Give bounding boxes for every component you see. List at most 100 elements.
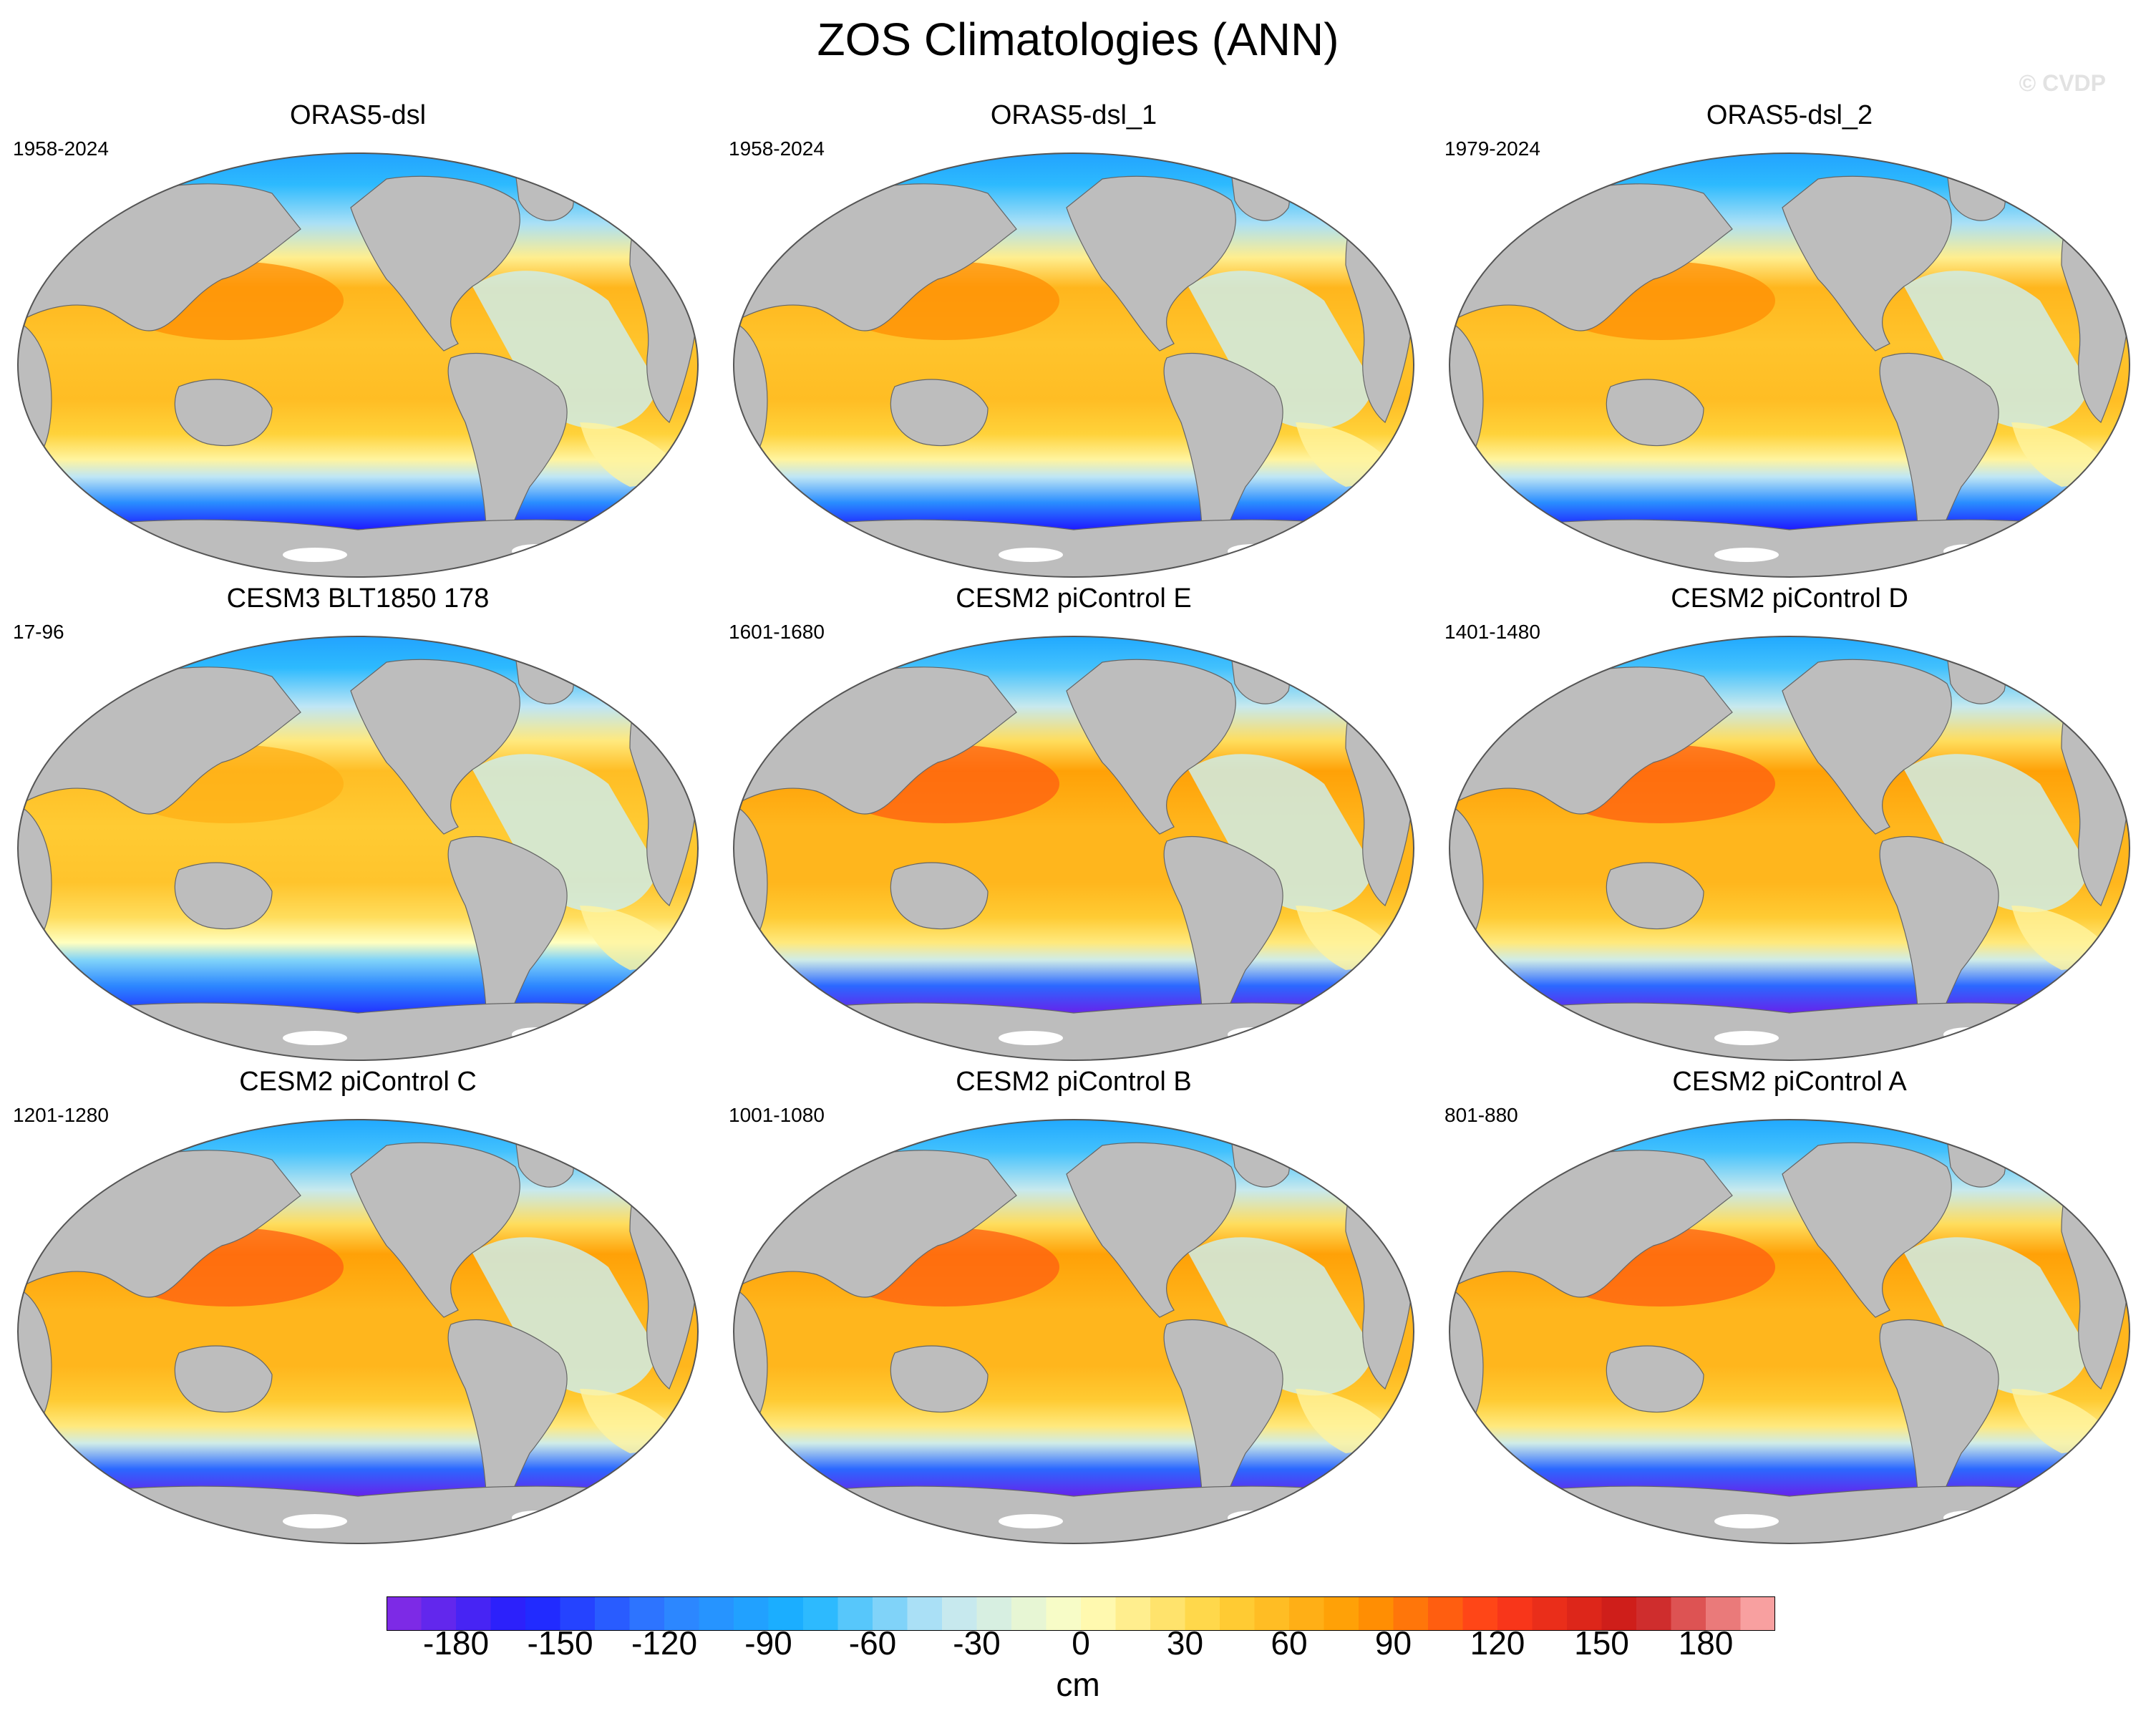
colorbar-box [1636,1596,1672,1631]
land-mass [1066,1142,1236,1318]
map-panel: CESM2 piControl E 1601-1680 [723,583,1424,1070]
colorbar [387,1596,1775,1631]
map-panel: CESM2 piControl A 801-880 [1439,1067,2140,1553]
atlantic-low [472,1237,659,1396]
land-mass [1163,352,1283,552]
map-panel: CESM3 BLT1850 178 17-96 [7,583,709,1070]
colorbar-box [1393,1596,1429,1631]
colorbar-box [1254,1596,1290,1631]
map-panel: ORAS5-dsl 1958-2024 [7,100,709,587]
colorbar-tick-label: 0 [1072,1624,1090,1662]
land-mass [1606,862,1704,930]
colorbar-box [1046,1596,1082,1631]
colorbar-box [1462,1596,1498,1631]
colorbar-box [1220,1596,1256,1631]
colorbar-box [525,1596,561,1631]
world-map [1449,152,2130,578]
map-panel: ORAS5-dsl_2 1979-2024 [1439,100,2140,587]
colorbar-box [976,1596,1012,1631]
world-map [1449,1119,2130,1544]
panel-period: 1958-2024 [729,137,825,160]
land-mass [1879,835,1999,1035]
colorbar-box [1359,1596,1394,1631]
colorbar-box [837,1596,873,1631]
atlantic-low [1188,754,1374,913]
atlantic-low [1188,271,1374,430]
panel-period: 17-96 [13,621,64,643]
colorbar-box [699,1596,734,1631]
colorbar-box [1150,1596,1186,1631]
colorbar-box [1324,1596,1359,1631]
panel-title: CESM2 piControl D [1671,583,1908,614]
atlantic-low [472,271,659,430]
colorbar-box [1428,1596,1464,1631]
colorbar-box [1532,1596,1568,1631]
colorbar-box [1740,1596,1775,1631]
land-mass [1606,379,1704,447]
panel-period: 1401-1480 [1444,621,1540,643]
land-mass [350,1142,520,1318]
panel-title: ORAS5-dsl_1 [990,100,1157,130]
colorbar-box [1289,1596,1325,1631]
colorbar-box [873,1596,908,1631]
panel-title: CESM2 piControl E [956,583,1192,614]
panel-period: 1958-2024 [13,137,109,160]
land-mass [890,1345,989,1413]
land-mass [1066,175,1236,352]
panel-period: 1201-1280 [13,1104,109,1126]
panel-period: 1001-1080 [729,1104,825,1126]
panel-period: 801-880 [1444,1104,1518,1126]
colorbar-tick-labels: -180 -150 -120 -90 -60 -30 0 30 60 90 120 150 180 [0,1624,2156,1667]
world-map [733,152,1414,578]
land-mass [447,1319,568,1518]
land-mass [174,862,273,930]
watermark: © CVDP [2019,70,2106,96]
land-mass [890,379,989,447]
land-mass [1066,659,1236,835]
colorbar-box [1671,1596,1706,1631]
colorbar-box [907,1596,943,1631]
land-mass [1782,175,1952,352]
colorbar-box [942,1596,978,1631]
land-mass [1782,659,1952,835]
colorbar-box [387,1596,422,1631]
world-map [733,636,1414,1061]
land-mass [1782,1142,1952,1318]
map-panel: CESM2 piControl B 1001-1080 [723,1067,1424,1553]
colorbar-tick-label: 30 [1166,1624,1204,1662]
colorbar-tick-label: 120 [1470,1624,1525,1662]
land-mass [1606,1345,1704,1413]
land-mass [174,1345,273,1413]
colorbar-tick-label: -30 [953,1624,1001,1662]
colorbar-box [1567,1596,1603,1631]
colorbar-box [629,1596,665,1631]
panel-title: ORAS5-dsl_2 [1706,100,1873,130]
colorbar-tick-label: 150 [1574,1624,1629,1662]
land-mass [1879,1319,1999,1518]
colorbar-box [456,1596,492,1631]
figure-title: ZOS Climatologies (ANN) [817,14,1339,65]
land-mass [1879,352,1999,552]
land-mass [447,352,568,552]
colorbar-box [1706,1596,1742,1631]
atlantic-low [1904,1237,2090,1396]
colorbar-box [1601,1596,1637,1631]
colorbar-box [1497,1596,1533,1631]
colorbar-tick-label: -90 [744,1624,792,1662]
map-panel: ORAS5-dsl_1 1958-2024 [723,100,1424,587]
land-mass [447,835,568,1035]
colorbar-tick-label: -120 [631,1624,698,1662]
colorbar-box [768,1596,804,1631]
atlantic-low [1904,754,2090,913]
colorbar-tick-label: -150 [527,1624,593,1662]
land-mass [350,659,520,835]
colorbar-box [1115,1596,1151,1631]
world-map [17,636,699,1061]
colorbar-box [1011,1596,1047,1631]
colorbar-box [664,1596,700,1631]
colorbar-tick-label: 90 [1374,1624,1412,1662]
land-mass [174,379,273,447]
colorbar-tick-label: 60 [1271,1624,1308,1662]
colorbar-tick-label: -180 [422,1624,490,1662]
world-map [17,1119,699,1544]
